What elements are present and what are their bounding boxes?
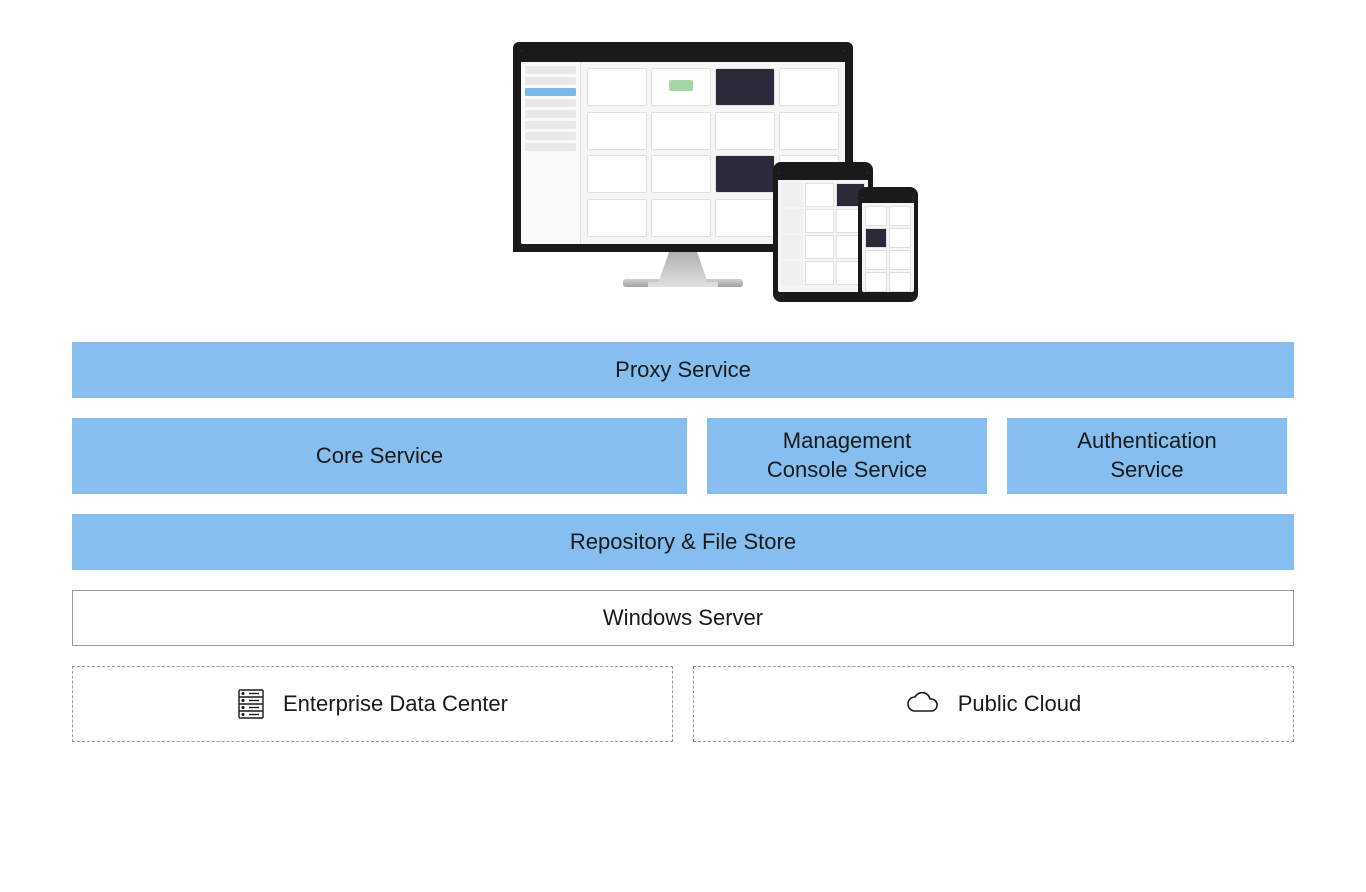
auth-label: AuthenticationService	[1077, 427, 1216, 484]
repo-label: Repository & File Store	[570, 528, 796, 557]
cloud-label: Public Cloud	[958, 690, 1082, 719]
public-cloud-block: Public Cloud	[693, 666, 1294, 742]
os-label: Windows Server	[603, 604, 763, 633]
mgmt-label: ManagementConsole Service	[767, 427, 927, 484]
architecture-diagram: Proxy Service Core Service ManagementCon…	[72, 0, 1294, 742]
windows-server-block: Windows Server	[72, 590, 1294, 646]
core-label: Core Service	[316, 442, 443, 471]
repository-block: Repository & File Store	[72, 514, 1294, 570]
cloud-icon	[906, 692, 940, 716]
proxy-label: Proxy Service	[615, 356, 751, 385]
proxy-service-block: Proxy Service	[72, 342, 1294, 398]
core-service-block: Core Service	[72, 418, 687, 494]
architecture-layers: Proxy Service Core Service ManagementCon…	[72, 342, 1294, 742]
enterprise-datacenter-block: Enterprise Data Center	[72, 666, 673, 742]
datacenter-label: Enterprise Data Center	[283, 690, 508, 719]
device-mockups	[72, 32, 1294, 302]
authentication-service-block: AuthenticationService	[1007, 418, 1287, 494]
server-rack-icon	[237, 688, 265, 720]
management-console-block: ManagementConsole Service	[707, 418, 987, 494]
phone-device	[858, 187, 918, 302]
